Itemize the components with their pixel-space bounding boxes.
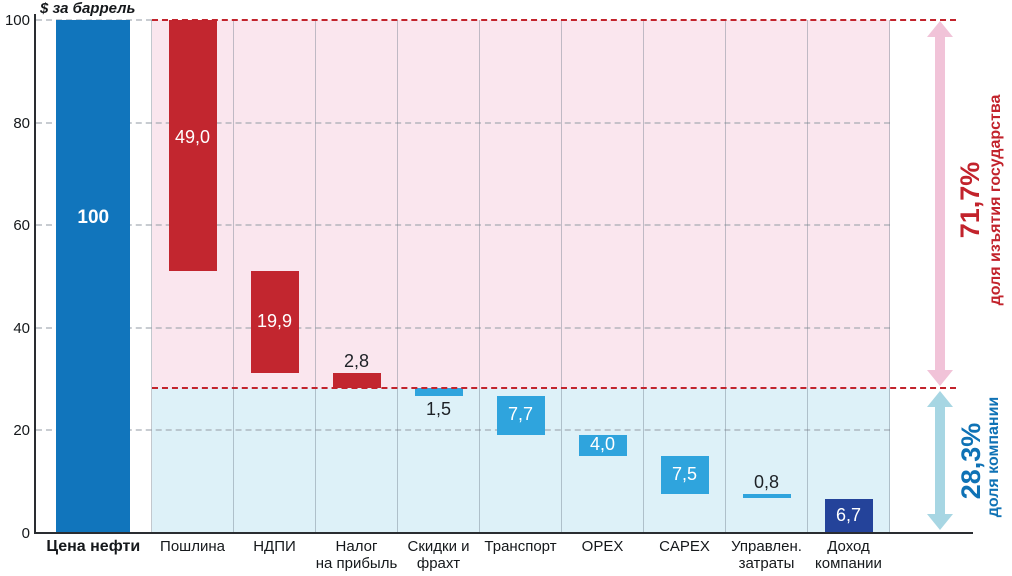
waterfall-bar bbox=[250, 271, 299, 374]
waterfall-bar bbox=[414, 387, 463, 396]
company-share-percent: 28,3% bbox=[956, 422, 986, 500]
category-label: Цена нефти bbox=[46, 538, 141, 555]
category-label: фрахт bbox=[416, 555, 461, 572]
bar-value-label: 7,7 bbox=[507, 404, 534, 425]
state-share-arrow-up-head bbox=[927, 21, 953, 37]
state-share-arrow-shaft bbox=[935, 35, 945, 372]
waterfall-bar bbox=[660, 455, 709, 494]
state-share-caption: доля изъятия государства bbox=[987, 94, 1004, 306]
category-label: Транспорт bbox=[484, 538, 557, 555]
gridline bbox=[36, 429, 890, 432]
company-share-caption: доля компании bbox=[985, 396, 1002, 518]
state-share-percent: 71,7% bbox=[955, 161, 985, 239]
gridline bbox=[36, 121, 890, 124]
column-separator bbox=[807, 20, 808, 533]
column-separator bbox=[643, 20, 644, 533]
y-tick-label: 100 bbox=[4, 12, 30, 29]
category-label: OPEX bbox=[581, 538, 624, 555]
y-axis-title: $ за баррель bbox=[40, 0, 136, 17]
waterfall-bar bbox=[824, 498, 873, 533]
gridline bbox=[36, 326, 890, 329]
waterfall-bar bbox=[742, 494, 791, 499]
company-share-arrow-up-head bbox=[927, 390, 953, 407]
column-separator bbox=[233, 20, 234, 533]
waterfall-bar bbox=[496, 395, 545, 436]
category-label: Налог bbox=[335, 538, 378, 555]
bar-value-label: 0,8 bbox=[753, 472, 780, 492]
bar-value-label: 49,0 bbox=[174, 127, 211, 148]
category-label: Управлен. bbox=[731, 538, 802, 555]
x-axis-line bbox=[34, 532, 973, 534]
waterfall-bar bbox=[168, 20, 217, 272]
y-tick-label: 0 bbox=[21, 525, 30, 542]
column-separator bbox=[397, 20, 398, 533]
state-share-arrow-down-head bbox=[927, 369, 953, 386]
column-separator bbox=[315, 20, 316, 533]
gridline bbox=[36, 224, 890, 227]
column-separator bbox=[725, 20, 726, 533]
category-label: Скидки и bbox=[407, 538, 470, 555]
category-label: Пошлина bbox=[160, 538, 225, 555]
company-share-arrow-down-head bbox=[927, 514, 953, 530]
category-label: на прибыль bbox=[315, 555, 398, 572]
y-tick-label: 40 bbox=[13, 319, 30, 337]
category-label: Доход bbox=[827, 538, 870, 555]
bar-value-label: 1,5 bbox=[425, 398, 452, 419]
column-separator bbox=[479, 20, 480, 533]
bar-value-label: 2,8 bbox=[343, 351, 370, 372]
column-separator bbox=[561, 20, 562, 533]
category-label: компании bbox=[815, 555, 882, 572]
waterfall-bar bbox=[56, 20, 131, 533]
reference-dashed-line bbox=[151, 19, 956, 21]
category-label: НДПИ bbox=[253, 538, 296, 555]
y-tick-label: 20 bbox=[13, 422, 30, 440]
bar-value-label: 100 bbox=[77, 206, 110, 228]
bar-value-label: 6,7 bbox=[835, 504, 862, 525]
category-label: CAPEX bbox=[659, 538, 710, 555]
company-share-arrow-shaft bbox=[935, 404, 945, 516]
waterfall-bar bbox=[578, 435, 627, 456]
bar-value-label: 19,9 bbox=[256, 311, 293, 332]
bar-value-label: 7,5 bbox=[671, 463, 698, 484]
waterfall-bar bbox=[332, 373, 381, 388]
y-tick-label: 60 bbox=[13, 217, 30, 235]
y-tick-label: 80 bbox=[13, 114, 30, 132]
column-separator bbox=[151, 20, 152, 533]
column-separator bbox=[889, 20, 890, 533]
category-label: затраты bbox=[738, 555, 795, 572]
reference-dashed-line bbox=[151, 386, 956, 389]
y-axis-line bbox=[34, 14, 36, 534]
bar-value-label: 4,0 bbox=[589, 434, 616, 455]
